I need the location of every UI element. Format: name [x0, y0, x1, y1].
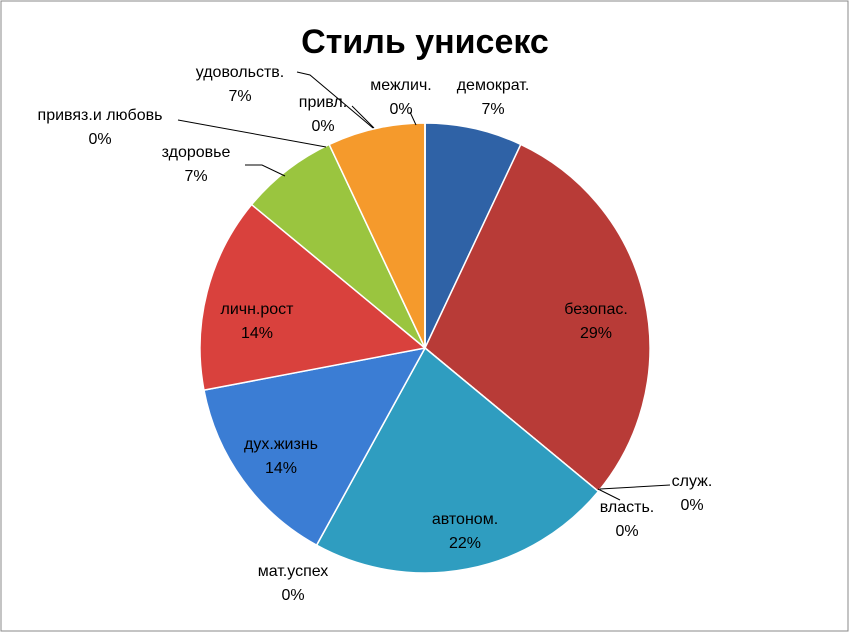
pie	[199, 122, 651, 574]
slice-label: автоном.	[432, 511, 498, 528]
slice-label: служ.	[672, 473, 713, 490]
leader-line	[177, 119, 327, 148]
slice-label: личн.рост	[220, 301, 294, 318]
slice-value-label: 29%	[580, 325, 612, 342]
slice-value-label: 0%	[311, 118, 334, 135]
chart-title: Стиль унисекс	[301, 23, 549, 61]
slice-label: привяз.и любовь	[38, 107, 163, 124]
pie-slice	[199, 203, 427, 392]
slice-value-label: 14%	[265, 460, 297, 477]
leader-line	[296, 71, 374, 129]
slice-value-label: 7%	[481, 101, 504, 118]
slice-value-label: 14%	[241, 325, 273, 342]
slice-label: удовольств.	[196, 64, 285, 81]
leader-line	[351, 105, 375, 129]
slice-value-label: 7%	[228, 88, 251, 105]
slice-value-label: 0%	[389, 101, 412, 118]
slice-value-label: 0%	[615, 523, 638, 540]
slice-label: демократ.	[457, 77, 530, 94]
slice-value-label: 7%	[184, 168, 207, 185]
slice-label: привл.	[299, 94, 347, 111]
slice-label: мат.успех	[258, 563, 329, 580]
leader-line	[597, 488, 621, 501]
pie-slice	[203, 346, 427, 547]
pie-slice	[315, 346, 600, 574]
slice-label: здоровье	[162, 144, 231, 161]
leader-line	[599, 484, 671, 490]
slice-label: межлич.	[370, 77, 431, 94]
slice-value-label: 22%	[449, 535, 481, 552]
pie-slice	[424, 143, 651, 493]
slice-label: власть.	[600, 499, 654, 516]
leader-line	[409, 111, 417, 126]
slice-value-label: 0%	[88, 131, 111, 148]
slice-value-label: 0%	[281, 587, 304, 604]
slice-value-label: 0%	[680, 497, 703, 514]
slice-label: дух.жизнь	[244, 436, 318, 453]
slice-label: безопас.	[564, 301, 628, 318]
leader-line	[245, 164, 286, 177]
